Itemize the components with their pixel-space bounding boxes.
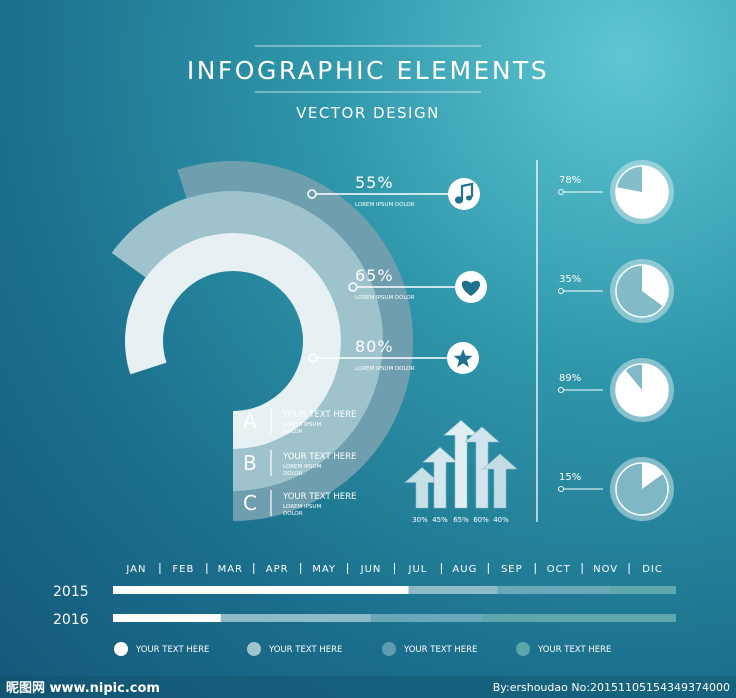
list-title: YOUR TEXT HERE — [282, 410, 356, 420]
monthly-bar-chart: JAN FEB MAR APR MAY JUN JUL AUG SEP OCT NOV DIC 2015… — [53, 563, 676, 628]
month-label: JAN — [125, 564, 146, 575]
arrow-bar-chart: 30% 45% 65% 60% 40% — [404, 419, 518, 524]
list-subtext: LOREM IPSUM — [283, 422, 321, 428]
list-subtext: DOLOR — [283, 429, 303, 435]
header: INFOGRAPHIC ELEMENTS VECTOR DESIGN — [187, 45, 549, 122]
month-label: SEP — [501, 564, 523, 575]
callout-caption: LOREM IPSUM DOLOR — [355, 366, 415, 372]
arrow-bar — [443, 419, 479, 509]
year-label: 2016 — [53, 612, 89, 628]
footer-credit: By:ershoudao No:20151105154349374000 — [493, 681, 730, 694]
footer-bar — [0, 676, 736, 698]
arrow-bar-label: 60% — [473, 516, 489, 524]
list-letter: A — [243, 409, 257, 433]
pie-label: 89% — [559, 373, 581, 384]
pie-slice — [615, 364, 668, 417]
list-subtext: LOREM IPSUM — [283, 504, 321, 510]
radial-bar — [124, 232, 341, 449]
month-label: AUG — [452, 564, 477, 575]
timeline-segment — [113, 586, 409, 594]
legend-swatch — [114, 642, 128, 656]
arrow-bar-label: 30% — [412, 516, 428, 524]
radial-bar — [177, 160, 414, 521]
month-label: MAY — [312, 564, 336, 575]
callout-caption: LOREM IPSUM DOLOR — [355, 295, 415, 301]
month-label: MAR — [218, 564, 243, 575]
month-label: NOV — [593, 564, 618, 575]
legend-swatch — [516, 642, 530, 656]
pie-column: 78% 35% 89% 15% — [558, 160, 674, 521]
legend-label: YOUR TEXT HERE — [403, 645, 477, 655]
page-subtitle: VECTOR DESIGN — [296, 104, 440, 122]
month-label: JUN — [360, 564, 382, 575]
legend-label: YOUR TEXT HERE — [268, 645, 342, 655]
list-title: YOUR TEXT HERE — [282, 452, 356, 462]
callout-value: 80% — [355, 337, 394, 356]
arrow-bar-label: 45% — [432, 516, 448, 524]
arrow-bar — [464, 426, 500, 509]
timeline-segment — [483, 614, 676, 622]
timeline-segment — [220, 614, 372, 622]
timeline-segment — [610, 586, 676, 594]
month-label: OCT — [547, 564, 571, 575]
pie-label: 78% — [559, 175, 581, 186]
page-title: INFOGRAPHIC ELEMENTS — [187, 56, 549, 85]
year-label: 2015 — [53, 584, 89, 600]
pie-pointer-dot — [558, 387, 564, 393]
timeline-segment — [408, 586, 498, 594]
list-subtext: LOREM IPSUM — [283, 464, 321, 470]
legend-swatch — [382, 642, 396, 656]
legend-swatch — [247, 642, 261, 656]
radial-bar — [111, 190, 384, 491]
star-glyph — [453, 349, 473, 368]
timeline-segment — [113, 614, 221, 622]
music-note-icon — [448, 178, 480, 210]
heart-glyph — [461, 280, 481, 296]
callout-value: 55% — [355, 173, 394, 192]
arrow-bar — [482, 453, 518, 509]
pie-pointer-dot — [558, 486, 564, 492]
arrow-bar-label: 65% — [453, 516, 469, 524]
pie-slice — [642, 463, 664, 489]
pie-slice — [642, 265, 668, 307]
month-label: JUL — [408, 564, 428, 575]
month-label: DIC — [642, 564, 663, 575]
pie-label: 35% — [559, 274, 581, 285]
list-subtext: DOLOR — [283, 471, 303, 477]
legend-label: YOUR TEXT HERE — [537, 645, 611, 655]
arrow-bar-label: 40% — [493, 516, 509, 524]
music-note-head — [456, 197, 462, 203]
legend-label: YOUR TEXT HERE — [135, 645, 209, 655]
timeline-segment — [371, 614, 484, 622]
pie-slice — [616, 166, 668, 218]
month-label: APR — [266, 564, 289, 575]
pie-label: 15% — [559, 472, 581, 483]
list-title: YOUR TEXT HERE — [282, 492, 356, 502]
list-letter: C — [243, 491, 257, 515]
radial-chart — [111, 160, 414, 521]
callout-caption: LOREM IPSUM DOLOR — [355, 202, 415, 208]
music-note-head — [466, 195, 472, 201]
timeline-legend: YOUR TEXT HERE YOUR TEXT HERE YOUR TEXT HE… — [114, 642, 611, 656]
month-label: FEB — [172, 564, 194, 575]
list-subtext: DOLOR — [283, 511, 303, 517]
radial-callouts: 55% LOREM IPSUM DOLOR 65% LOREM IPSUM DOLOR… — [307, 173, 487, 374]
pie-pointer-dot — [558, 288, 564, 294]
timeline-segment — [497, 586, 611, 594]
callout-value: 65% — [355, 266, 394, 285]
footer-logo: 昵图网 www.nipic.com — [6, 681, 160, 696]
pie-pointer-dot — [558, 189, 564, 195]
list-letter: B — [243, 451, 257, 475]
